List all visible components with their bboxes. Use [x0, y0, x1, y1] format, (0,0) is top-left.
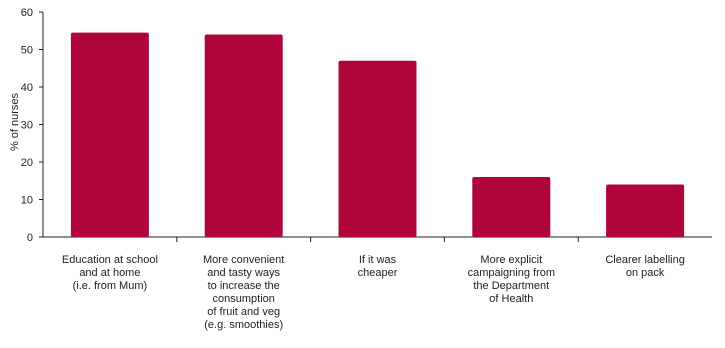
x-tick-label: More convenient and tasty ways to increa… [203, 254, 285, 331]
chart-axes: 0 10 20 30 40 50 60 [21, 7, 712, 244]
x-tick-label: If it was cheaper [357, 254, 398, 279]
x-tick-label: Clearer labelling on pack [605, 254, 685, 279]
y-axis-title: % of nurses [9, 92, 21, 151]
y-tick-label: 60 [21, 7, 33, 19]
y-tick-label: 40 [21, 82, 33, 94]
bar [606, 184, 685, 237]
bar [204, 34, 283, 237]
y-tick-label: 30 [21, 120, 33, 132]
y-tick-label: 50 [21, 45, 33, 57]
y-tick-label: 10 [21, 195, 33, 207]
y-tick-label: 20 [21, 157, 33, 169]
x-tick-label: More explicit campaigning from the Depar… [467, 254, 556, 305]
bar [70, 32, 149, 237]
chart-bars [70, 32, 685, 237]
bar [472, 177, 551, 237]
x-tick-label: Education at school and at home (i.e. fr… [61, 254, 158, 292]
y-tick-label: 0 [27, 232, 33, 244]
bar [338, 60, 417, 237]
